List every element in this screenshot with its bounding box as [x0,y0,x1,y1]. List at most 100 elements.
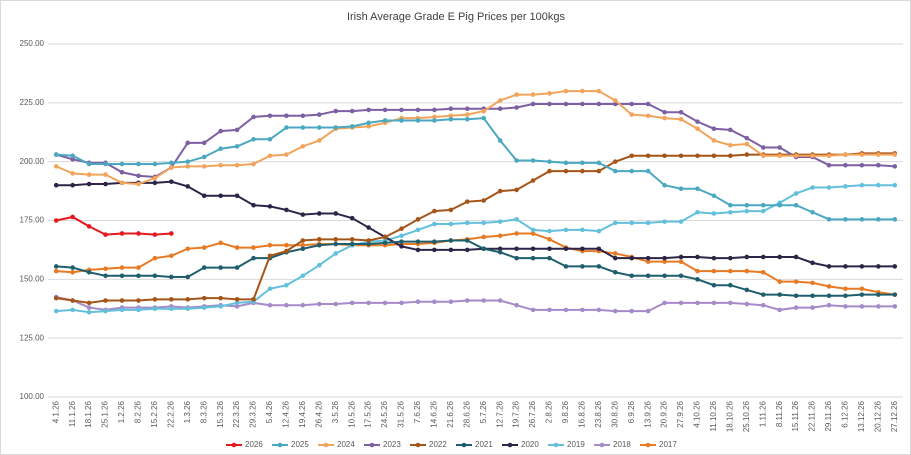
data-point [432,118,437,123]
data-point [415,227,421,233]
data-point [448,117,454,122]
x-tick-label: 18.10.26 [725,400,734,432]
data-point [201,295,207,301]
data-point [201,265,207,270]
data-point [711,193,717,199]
x-tick-label: 29.11.26 [824,400,833,431]
data-point [629,112,635,117]
data-point [251,114,256,120]
legend-label: 2025 [291,440,309,449]
data-point [711,138,717,143]
y-tick-label: 150.00 [20,274,45,283]
data-point [793,293,799,299]
x-tick-label: 7.6.26 [413,400,422,423]
x-tick-label: 1.11.26 [758,400,767,427]
data-point [892,217,898,222]
legend-marker [645,442,651,448]
x-tick-label: 1.2.26 [117,400,126,423]
data-point [267,286,273,292]
data-point [234,144,240,149]
data-point [349,300,355,306]
data-point [152,255,158,261]
data-point [777,292,782,297]
x-tick-label: 8.3.26 [199,400,208,423]
data-point [448,221,454,227]
y-tick-label: 250.00 [20,39,45,48]
data-point [415,107,421,113]
data-point [70,214,75,220]
data-point [169,165,174,170]
x-tick-label: 26.7.26 [528,400,537,427]
data-point [760,269,766,275]
data-point [316,262,322,268]
data-point [316,237,322,242]
x-tick-label: 11.10.26 [709,400,718,431]
data-point [777,145,782,150]
data-point [432,208,437,214]
data-point [399,300,404,306]
data-point [399,107,404,113]
data-point [645,113,651,119]
x-tick-label: 4.10.26 [693,400,702,427]
data-point [760,208,766,214]
x-tick-label: 15.11.26 [791,400,800,431]
data-point [284,113,289,119]
data-point [760,302,766,308]
data-point [267,137,273,142]
x-tick-label: 4.1.26 [51,400,60,423]
data-point [218,128,223,134]
data-point [596,264,602,269]
data-point [744,268,750,274]
data-point [169,274,174,280]
data-point [744,141,750,147]
data-point [234,265,240,270]
data-point [645,255,651,261]
legend-label: 2019 [567,440,585,449]
data-point [728,142,733,148]
data-point [234,162,240,168]
x-tick-label: 5.4.26 [265,400,274,423]
data-point [53,264,59,269]
data-point [497,246,503,252]
legend-item: 2022 [410,440,447,449]
x-tick-label: 26.4.26 [314,400,323,427]
data-point [86,161,92,167]
data-point [514,231,519,236]
legend-label: 2023 [383,440,401,449]
x-tick-label: 8.2.26 [134,400,143,423]
data-point [810,260,815,266]
data-point [645,101,651,107]
data-point [464,112,470,117]
data-point [876,217,881,222]
x-tick-label: 5.7.26 [479,400,488,423]
data-point [662,109,667,115]
data-point [432,107,437,113]
x-tick-label: 15.2.26 [150,400,159,427]
data-point [103,161,108,167]
data-point [876,152,881,157]
data-point [464,117,470,122]
data-point [843,217,848,222]
data-point [859,292,865,297]
x-tick-label: 9.8.26 [561,400,570,423]
data-point [728,153,733,159]
data-point [333,251,339,256]
data-point [152,161,158,167]
data-point [612,269,618,275]
legend-marker [461,442,467,448]
data-point [876,292,881,297]
data-point [514,302,519,308]
data-point [316,301,322,307]
data-point [826,217,832,222]
legend-marker [553,442,559,448]
data-point [810,293,815,299]
data-point [563,264,569,269]
data-point [793,202,799,208]
data-point [201,245,207,250]
data-point [86,309,92,315]
data-point [366,124,371,129]
data-point [760,145,766,150]
data-point [267,242,273,248]
data-point [333,125,339,130]
data-point [399,244,404,249]
